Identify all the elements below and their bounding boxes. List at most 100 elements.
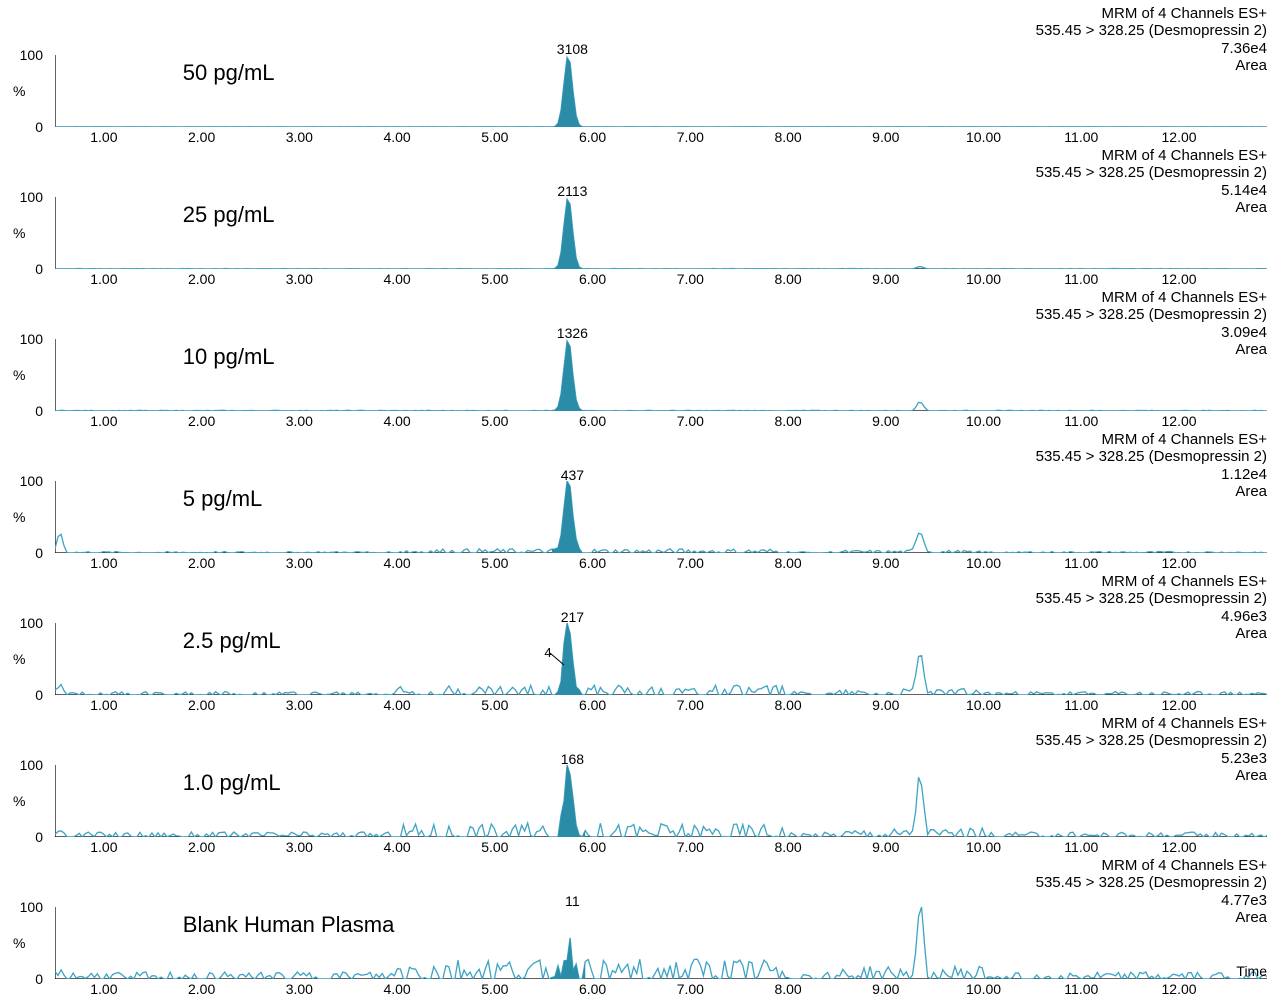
x-tick-label: 7.00 [677, 271, 704, 287]
x-tick-label: 2.00 [188, 271, 215, 287]
x-tick-label: 12.00 [1162, 413, 1197, 429]
x-tick-label: 10.00 [966, 271, 1001, 287]
x-tick-label: 4.00 [383, 555, 410, 571]
concentration-label: 50 pg/mL [183, 60, 275, 86]
x-tick-label: 12.00 [1162, 129, 1197, 145]
x-tick-label: 8.00 [774, 413, 801, 429]
x-tick-label: 1.00 [90, 555, 117, 571]
x-tick-label: 11.00 [1064, 271, 1098, 287]
peak-value-label: 11 [565, 893, 580, 909]
x-tick-label: 9.00 [872, 129, 899, 145]
x-tick-label: 1.00 [90, 697, 117, 713]
x-tick-label: 11.00 [1064, 839, 1098, 855]
x-tick-label: 2.00 [188, 413, 215, 429]
y-tick-label: 100 [20, 189, 43, 205]
peak-value-label: 3108 [557, 41, 588, 57]
concentration-label: 10 pg/mL [183, 344, 275, 370]
concentration-label: 25 pg/mL [183, 202, 275, 228]
x-tick-label: 9.00 [872, 839, 899, 855]
chromatogram-panel-p2_5: MRM of 4 Channels ES+535.45 > 328.25 (De… [5, 573, 1275, 715]
x-tick-label: 11.00 [1064, 129, 1098, 145]
peak-value-label: 437 [561, 467, 584, 483]
x-tick-label: 8.00 [774, 555, 801, 571]
x-tick-label: 10.00 [966, 555, 1001, 571]
x-tick-label: 4.00 [383, 129, 410, 145]
x-tick-label: 1.00 [90, 129, 117, 145]
x-tick-label: 1.00 [90, 271, 117, 287]
x-axis-ticks: 1.002.003.004.005.006.007.008.009.0010.0… [55, 839, 1267, 857]
y-tick-label: 0 [35, 545, 43, 561]
x-tick-label: 7.00 [677, 839, 704, 855]
chromatogram-panel-blank: MRM of 4 Channels ES+535.45 > 328.25 (De… [5, 857, 1275, 999]
transition-line: 535.45 > 328.25 (Desmopressin 2) [1036, 590, 1267, 607]
peak-value-label: 1326 [557, 325, 588, 341]
mrm-line: MRM of 4 Channels ES+ [1036, 5, 1267, 22]
x-tick-label: 6.00 [579, 413, 606, 429]
mrm-line: MRM of 4 Channels ES+ [1036, 431, 1267, 448]
x-axis-ticks: 1.002.003.004.005.006.007.008.009.0010.0… [55, 271, 1267, 289]
x-tick-label: 3.00 [286, 697, 313, 713]
transition-line: 535.45 > 328.25 (Desmopressin 2) [1036, 874, 1267, 891]
y-axis: 0100% [5, 765, 55, 837]
x-tick-label: 2.00 [188, 129, 215, 145]
x-tick-label: 9.00 [872, 697, 899, 713]
x-tick-label: 10.00 [966, 697, 1001, 713]
x-tick-label: 5.00 [481, 129, 508, 145]
x-tick-label: 7.00 [677, 697, 704, 713]
x-tick-label: 7.00 [677, 129, 704, 145]
y-axis-label: % [13, 83, 25, 99]
y-axis: 0100% [5, 623, 55, 695]
x-tick-label: 3.00 [286, 271, 313, 287]
x-tick-label: 2.00 [188, 839, 215, 855]
chromatogram-stack: MRM of 4 Channels ES+535.45 > 328.25 (De… [5, 5, 1275, 999]
x-tick-label: 7.00 [677, 413, 704, 429]
y-tick-label: 0 [35, 971, 43, 987]
x-tick-label: 5.00 [481, 839, 508, 855]
transition-line: 535.45 > 328.25 (Desmopressin 2) [1036, 164, 1267, 181]
x-tick-label: 5.00 [481, 271, 508, 287]
y-axis-label: % [13, 509, 25, 525]
peak-value-label: 2113 [557, 183, 587, 199]
x-tick-label: 4.00 [383, 271, 410, 287]
x-tick-label: 10.00 [966, 839, 1001, 855]
y-axis-label: % [13, 225, 25, 241]
x-tick-label: 1.00 [90, 413, 117, 429]
chromatogram-panel-p50: MRM of 4 Channels ES+535.45 > 328.25 (De… [5, 5, 1275, 147]
x-tick-label: 9.00 [872, 271, 899, 287]
y-tick-label: 100 [20, 899, 43, 915]
mrm-line: MRM of 4 Channels ES+ [1036, 289, 1267, 306]
x-tick-label: 9.00 [872, 413, 899, 429]
x-tick-label: 8.00 [774, 839, 801, 855]
x-tick-label: 8.00 [774, 129, 801, 145]
chromatogram-panel-p1: MRM of 4 Channels ES+535.45 > 328.25 (De… [5, 715, 1275, 857]
x-tick-label: 1.00 [90, 839, 117, 855]
x-tick-label: 12.00 [1162, 555, 1197, 571]
y-axis: 0100% [5, 907, 55, 979]
x-tick-label: 11.00 [1064, 697, 1098, 713]
x-tick-label: 3.00 [286, 413, 313, 429]
x-tick-label: 2.00 [188, 555, 215, 571]
x-tick-label: 10.00 [966, 413, 1001, 429]
transition-line: 535.45 > 328.25 (Desmopressin 2) [1036, 732, 1267, 749]
y-axis-label: % [13, 367, 25, 383]
chromatogram-panel-p10: MRM of 4 Channels ES+535.45 > 328.25 (De… [5, 289, 1275, 431]
mrm-line: MRM of 4 Channels ES+ [1036, 147, 1267, 164]
x-tick-label: 5.00 [481, 697, 508, 713]
x-tick-label: 9.00 [872, 555, 899, 571]
x-axis-ticks: 1.002.003.004.005.006.007.008.009.0010.0… [55, 981, 1267, 999]
x-tick-label: 3.00 [286, 555, 313, 571]
y-axis: 0100% [5, 55, 55, 127]
y-tick-label: 0 [35, 261, 43, 277]
x-tick-label: 10.00 [966, 129, 1001, 145]
x-tick-label: 3.00 [286, 129, 313, 145]
concentration-label: 5 pg/mL [183, 486, 263, 512]
peak-value-label: 217 [561, 609, 584, 625]
y-tick-label: 0 [35, 687, 43, 703]
x-tick-label: 8.00 [774, 271, 801, 287]
concentration-label: 2.5 pg/mL [183, 628, 281, 654]
y-tick-label: 0 [35, 403, 43, 419]
concentration-label: 1.0 pg/mL [183, 770, 281, 796]
y-tick-label: 100 [20, 757, 43, 773]
x-axis-ticks: 1.002.003.004.005.006.007.008.009.0010.0… [55, 555, 1267, 573]
y-tick-label: 100 [20, 331, 43, 347]
